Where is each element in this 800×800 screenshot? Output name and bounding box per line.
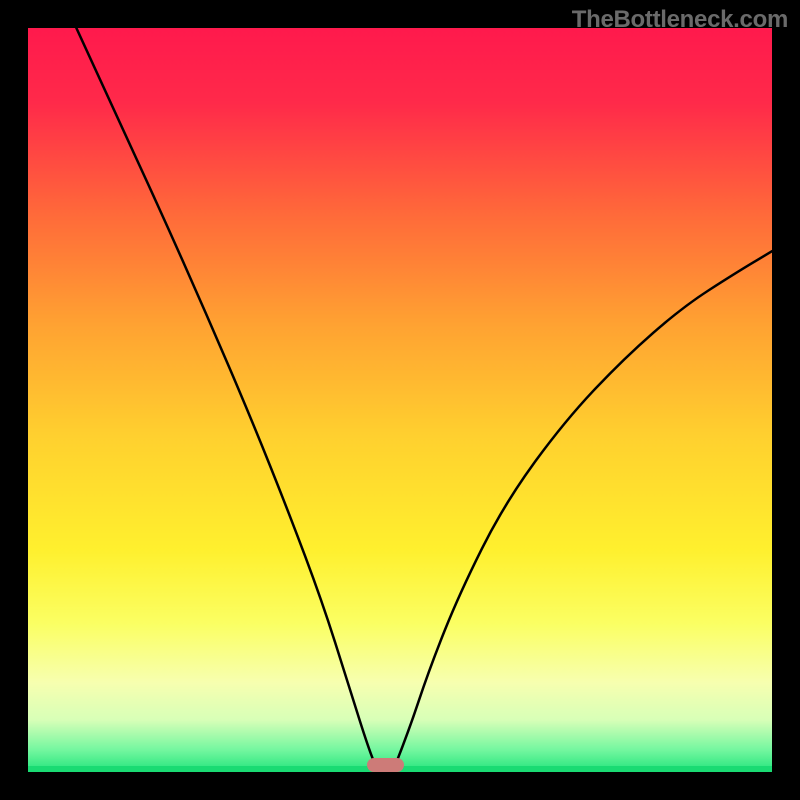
gradient-background xyxy=(28,28,772,772)
curve-path xyxy=(76,28,772,772)
bottleneck-curve xyxy=(28,28,772,772)
optimal-marker xyxy=(367,758,404,772)
plot-area xyxy=(28,28,772,772)
watermark-text: TheBottleneck.com xyxy=(572,6,788,34)
chart-frame: TheBottleneck.com xyxy=(0,0,800,800)
